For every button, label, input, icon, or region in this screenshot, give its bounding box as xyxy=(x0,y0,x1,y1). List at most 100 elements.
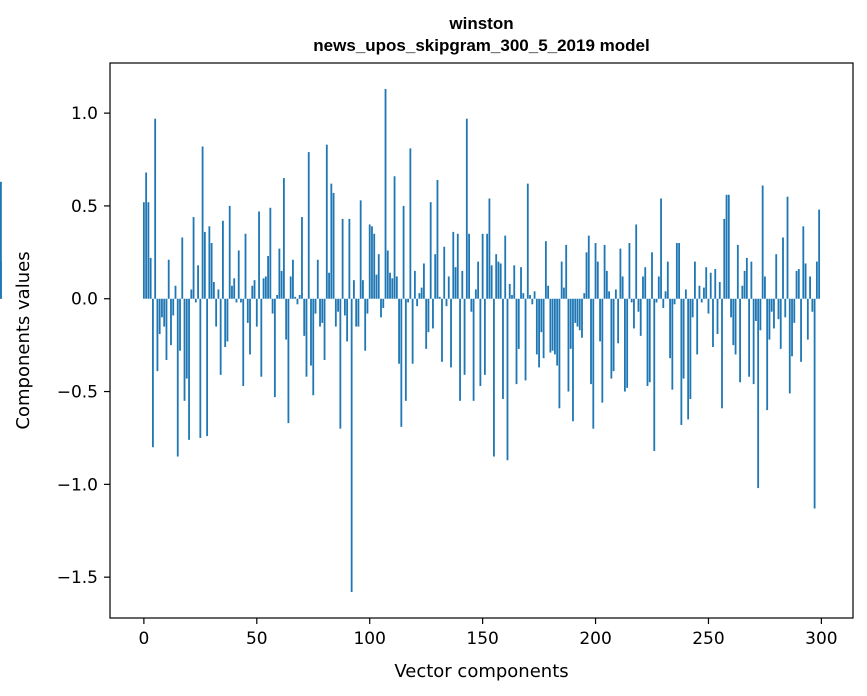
bar xyxy=(142,202,145,299)
bar xyxy=(341,218,344,299)
bar xyxy=(348,218,351,299)
bar xyxy=(551,298,554,351)
bar xyxy=(662,298,665,309)
bar xyxy=(222,220,224,299)
bar xyxy=(255,298,258,327)
x-tick-label: 300 xyxy=(805,629,837,649)
bar xyxy=(389,272,391,299)
bar xyxy=(624,298,626,392)
bar xyxy=(147,202,150,299)
bar xyxy=(217,289,220,299)
bar xyxy=(563,287,565,299)
bar xyxy=(0,261,2,299)
bar xyxy=(535,298,538,355)
bar xyxy=(154,118,157,299)
chart-title: winston xyxy=(448,14,513,33)
bar xyxy=(192,217,195,299)
bar xyxy=(307,152,310,299)
bar xyxy=(770,298,773,312)
bar xyxy=(524,298,527,381)
bar xyxy=(170,298,172,346)
bar xyxy=(497,261,500,299)
bar xyxy=(680,298,683,425)
bar xyxy=(404,298,407,401)
bar xyxy=(235,298,238,303)
bar xyxy=(215,298,218,327)
y-tick-label: −1.5 xyxy=(57,568,98,588)
bar xyxy=(384,88,387,299)
bar xyxy=(488,198,491,299)
x-tick-label: 100 xyxy=(353,629,385,649)
bar xyxy=(285,298,288,340)
bar xyxy=(310,298,312,366)
bar xyxy=(506,298,509,461)
bar xyxy=(628,243,631,299)
bar xyxy=(511,295,513,299)
bar xyxy=(653,298,656,451)
bar xyxy=(461,270,464,299)
bar xyxy=(750,261,753,299)
bar xyxy=(773,298,775,329)
bar xyxy=(434,254,437,299)
bar xyxy=(596,261,599,299)
bar xyxy=(447,276,450,299)
y-tick-label: 0.0 xyxy=(71,290,98,310)
bar xyxy=(666,261,669,299)
bar xyxy=(459,298,461,401)
bar xyxy=(684,289,687,299)
bar xyxy=(585,252,588,299)
bar xyxy=(269,207,272,299)
bar xyxy=(707,298,710,314)
bar xyxy=(775,254,778,299)
bar xyxy=(809,276,811,299)
bars-group xyxy=(0,88,821,593)
bar xyxy=(529,295,531,299)
bar xyxy=(714,269,717,299)
bar xyxy=(400,298,403,427)
bar xyxy=(325,144,328,299)
plot-frame xyxy=(109,62,854,619)
bar xyxy=(233,278,236,299)
bar xyxy=(504,235,507,299)
bar xyxy=(608,291,610,299)
bar xyxy=(359,200,362,299)
bar xyxy=(0,181,2,299)
bar xyxy=(472,298,475,401)
bar xyxy=(574,298,577,323)
bar xyxy=(377,254,380,299)
bar xyxy=(219,298,222,375)
bar xyxy=(560,261,563,299)
bar xyxy=(637,298,640,312)
bar xyxy=(418,293,421,299)
y-axis-label: Components values xyxy=(13,251,34,429)
bar xyxy=(292,259,294,299)
bar xyxy=(619,248,622,299)
bar xyxy=(438,296,441,299)
bar xyxy=(587,235,590,299)
bar xyxy=(420,287,423,299)
bar xyxy=(786,196,789,299)
bar xyxy=(316,259,319,299)
bar xyxy=(479,298,482,386)
bar xyxy=(395,276,398,299)
bar xyxy=(165,298,168,360)
bar xyxy=(761,185,764,299)
bar xyxy=(339,298,342,429)
bar xyxy=(617,298,620,344)
bar xyxy=(246,298,249,323)
bar xyxy=(323,298,326,360)
bar xyxy=(167,259,170,299)
bar xyxy=(553,298,556,355)
bar xyxy=(332,192,335,299)
bar xyxy=(260,298,263,377)
bar xyxy=(673,298,676,305)
x-axis-label: Vector components xyxy=(394,661,568,682)
bar xyxy=(644,267,647,299)
y-tick-label: −0.5 xyxy=(57,383,98,403)
bar xyxy=(495,254,498,299)
bar xyxy=(544,241,547,299)
bar xyxy=(362,280,364,299)
bar xyxy=(276,295,279,299)
bar xyxy=(210,243,213,299)
